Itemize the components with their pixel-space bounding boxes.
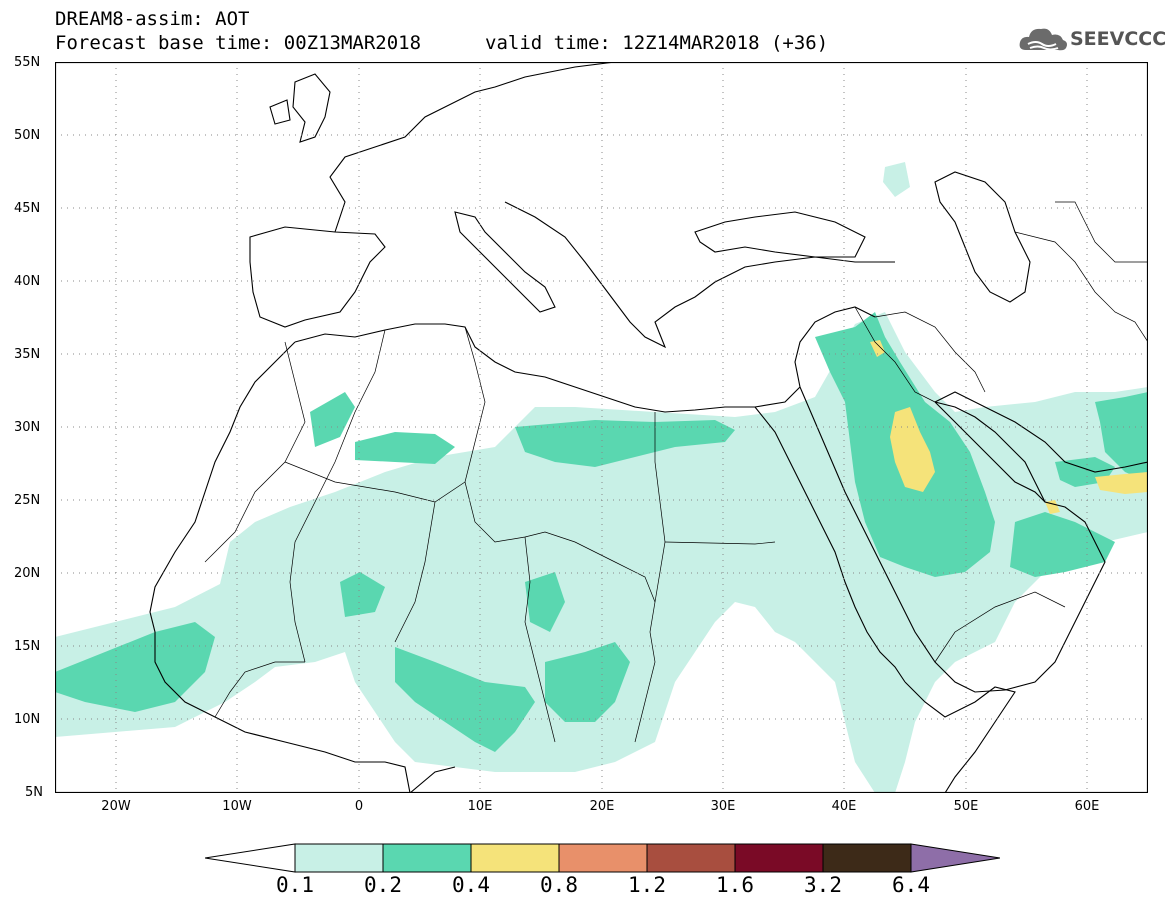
lat-label: 30N [14,420,41,435]
colorbar-segment [558,843,648,873]
coastlines [149,62,1148,793]
map-frame [55,62,1148,793]
lat-label: 20N [14,566,41,581]
valid-time: valid time: 12Z14MAR2018 (+36) [485,32,829,54]
colorbar-segment [470,843,560,873]
colorbar-segment [734,843,824,873]
colorbar-label: 6.4 [892,873,930,897]
colorbar-label: 0.2 [364,873,402,897]
colorbar-label: 0.1 [276,873,314,897]
forecast-base-time: Forecast base time: 00Z13MAR2018 [55,32,422,54]
lon-label: 40E [831,799,857,814]
lat-label: 50N [14,128,41,143]
colorbar-label: 0.8 [540,873,578,897]
colorbar-segment [294,843,384,873]
lat-label: 15N [14,639,41,654]
map-title: DREAM8-assim: AOT [55,8,250,30]
lat-label: 55N [14,55,41,70]
colorbar [205,843,1000,873]
lon-label: 60E [1074,799,1100,814]
lon-label: 10W [222,799,252,814]
colorbar-segment [822,843,912,873]
colorbar-label: 3.2 [804,873,842,897]
graticule [55,62,1148,793]
lat-label: 45N [14,201,41,216]
colorbar-segment [382,843,472,873]
colorbar-label: 1.2 [628,873,666,897]
aot-high-shading [870,340,1148,514]
colorbar-label: 0.4 [452,873,490,897]
lon-label: 20E [589,799,615,814]
lon-label: 20W [101,799,131,814]
colorbar-low-arrow [205,843,296,873]
aot-map [55,62,1148,793]
country-borders [204,201,1148,743]
cloud-icon [1019,28,1067,51]
colorbar-segment [646,843,736,873]
lat-label: 40N [14,274,41,289]
lon-label: 50E [953,799,979,814]
lat-label: 35N [14,347,41,362]
lon-label: 0 [354,799,364,814]
logo-text: SEEVCCC [1070,28,1165,50]
colorbar-high-arrow [910,843,1000,873]
seevccc-logo: SEEVCCC [1018,24,1165,56]
lat-label: 25N [14,493,41,508]
lon-label: 10E [467,799,493,814]
lon-label: 30E [710,799,736,814]
colorbar-label: 1.6 [716,873,754,897]
lat-label: 5N [25,785,43,800]
lat-label: 10N [14,712,41,727]
